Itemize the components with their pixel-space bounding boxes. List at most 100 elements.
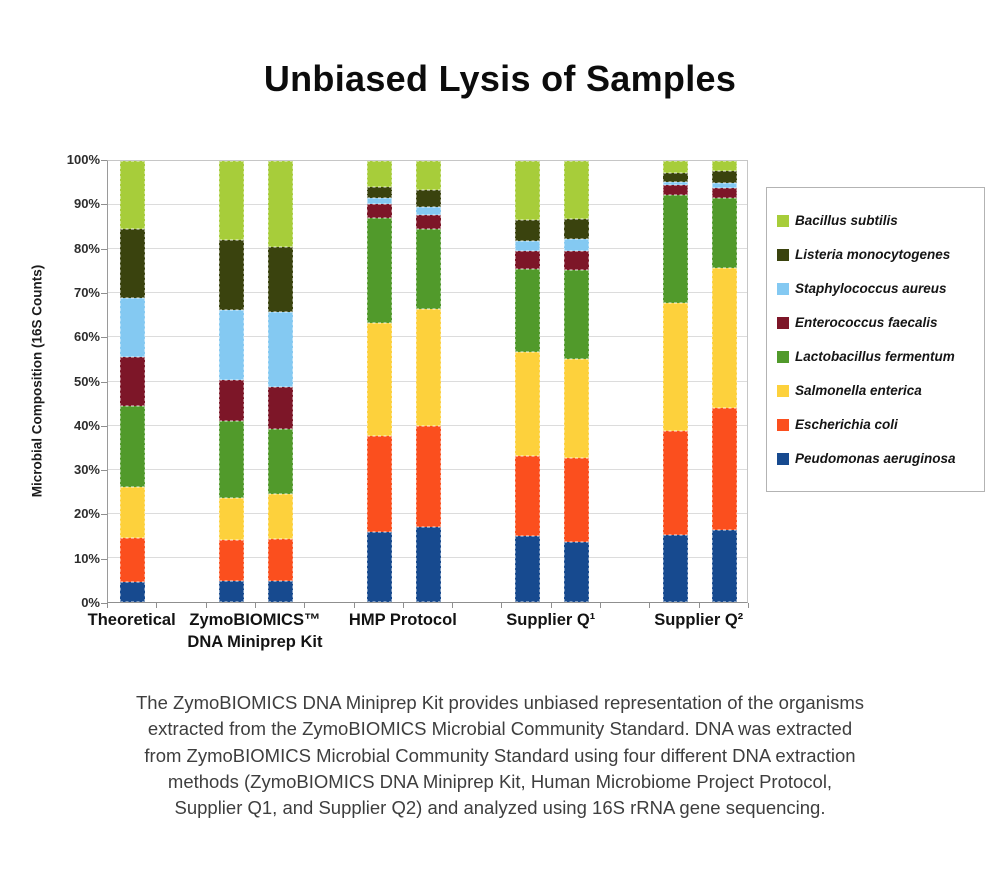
- y-tick-mark: [101, 337, 107, 339]
- y-tick-label: 10%: [73, 550, 100, 566]
- segment-listeria-monocytogenes: [268, 247, 294, 313]
- segment-salmonella-enterica: [711, 267, 737, 408]
- y-tick-label: 80%: [73, 240, 100, 256]
- segment-escherichia-coli: [120, 538, 146, 583]
- y-tick-mark: [101, 558, 107, 560]
- segment-peudomonas-aeruginosa: [514, 536, 540, 602]
- bar-group3-rep2: [563, 161, 589, 602]
- y-tick-label: 0%: [81, 595, 100, 610]
- segment-enterococcus-faecalis: [366, 203, 392, 218]
- segment-listeria-monocytogenes: [120, 229, 146, 298]
- x-tick-mark: [107, 603, 108, 608]
- segment-peudomonas-aeruginosa: [563, 542, 589, 602]
- legend-swatch: [777, 350, 789, 363]
- segment-escherichia-coli: [563, 457, 589, 543]
- y-tick-label: 20%: [73, 506, 100, 522]
- legend-item-enterococcus-faecalis: Enterococcus faecalis: [777, 315, 980, 330]
- legend-swatch: [777, 248, 789, 261]
- y-tick-mark: [101, 204, 107, 206]
- segment-lactobacillus-fermentum: [662, 194, 688, 304]
- bar-group4-rep2: [711, 161, 737, 602]
- segment-escherichia-coli: [268, 538, 294, 582]
- segment-salmonella-enterica: [563, 359, 589, 458]
- segment-staphylococcus-aureus: [662, 181, 688, 185]
- y-tick-label: 90%: [73, 196, 100, 212]
- bar-group0-rep1: [120, 161, 146, 602]
- bar-group1-rep1: [218, 161, 244, 602]
- bar-group1-rep2: [268, 161, 294, 602]
- segment-bacillus-subtilis: [563, 161, 589, 219]
- x-tick-mark: [254, 603, 256, 608]
- legend-item-peudomonas-aeruginosa: Peudomonas aeruginosa: [777, 451, 980, 466]
- x-tick-mark: [156, 603, 158, 608]
- segment-lactobacillus-fermentum: [514, 268, 540, 352]
- y-tick-mark: [101, 514, 107, 516]
- segment-peudomonas-aeruginosa: [711, 530, 737, 602]
- y-tick-label: 70%: [73, 284, 100, 300]
- segment-listeria-monocytogenes: [563, 218, 589, 239]
- x-axis-label-4: Supplier Q²: [654, 611, 744, 629]
- segment-peudomonas-aeruginosa: [662, 534, 688, 602]
- segment-peudomonas-aeruginosa: [416, 527, 441, 602]
- legend-item-lactobacillus-fermentum: Lactobacillus fermentum: [777, 349, 980, 364]
- segment-listeria-monocytogenes: [711, 171, 737, 184]
- segment-peudomonas-aeruginosa: [268, 581, 294, 602]
- bar-group3-rep1: [514, 161, 540, 602]
- bar-group2-rep2: [416, 161, 441, 602]
- segment-staphylococcus-aureus: [514, 240, 540, 251]
- segment-lactobacillus-fermentum: [268, 429, 294, 495]
- segment-bacillus-subtilis: [416, 161, 441, 190]
- segment-enterococcus-faecalis: [268, 386, 294, 430]
- legend-label: Bacillus subtilis: [795, 213, 898, 228]
- segment-escherichia-coli: [662, 430, 688, 535]
- segment-escherichia-coli: [416, 425, 441, 528]
- segment-lactobacillus-fermentum: [120, 405, 146, 488]
- segment-enterococcus-faecalis: [662, 184, 688, 195]
- bar-group2-rep1: [366, 161, 392, 602]
- legend-swatch: [777, 384, 789, 397]
- legend-label: Peudomonas aeruginosa: [795, 451, 956, 466]
- segment-lactobacillus-fermentum: [711, 198, 737, 268]
- segment-enterococcus-faecalis: [218, 380, 244, 422]
- x-tick-mark: [600, 603, 602, 608]
- x-axis-label-0: Theoretical: [87, 611, 176, 629]
- legend-label: Listeria monocytogenes: [795, 247, 951, 262]
- legend-label: Salmonella enterica: [795, 383, 922, 398]
- segment-salmonella-enterica: [120, 487, 146, 539]
- legend-label: Escherichia coli: [795, 417, 898, 432]
- segment-bacillus-subtilis: [268, 161, 294, 247]
- y-tick-mark: [101, 381, 107, 383]
- segment-enterococcus-faecalis: [563, 250, 589, 271]
- segment-listeria-monocytogenes: [514, 219, 540, 241]
- y-tick-mark: [101, 425, 107, 427]
- x-axis-label-3: Supplier Q¹: [506, 611, 596, 629]
- legend-item-escherichia-coli: Escherichia coli: [777, 417, 980, 432]
- segment-escherichia-coli: [514, 456, 540, 537]
- legend-label: Staphylococcus aureus: [795, 281, 947, 296]
- y-tick-label: 100%: [66, 152, 100, 167]
- segment-salmonella-enterica: [366, 323, 392, 436]
- x-axis-label-1: ZymoBIOMICS™ DNA Miniprep Kit: [187, 611, 323, 652]
- x-tick-mark: [698, 603, 700, 608]
- segment-listeria-monocytogenes: [416, 189, 441, 207]
- segment-escherichia-coli: [711, 407, 737, 531]
- chart-title: Unbiased Lysis of Samples: [263, 58, 737, 99]
- segment-bacillus-subtilis: [120, 161, 146, 230]
- x-tick-mark: [748, 603, 749, 608]
- segment-enterococcus-faecalis: [711, 187, 737, 199]
- y-tick-label: 60%: [73, 329, 100, 345]
- x-axis-label-2: HMP Protocol: [348, 611, 457, 629]
- segment-bacillus-subtilis: [218, 161, 244, 241]
- segment-bacillus-subtilis: [711, 161, 737, 172]
- segment-enterococcus-faecalis: [120, 357, 146, 406]
- segment-staphylococcus-aureus: [268, 312, 294, 387]
- x-tick-mark: [649, 603, 651, 608]
- legend-item-staphylococcus-aureus: Staphylococcus aureus: [777, 281, 980, 296]
- segment-salmonella-enterica: [218, 498, 244, 541]
- legend-swatch: [777, 316, 789, 329]
- segment-staphylococcus-aureus: [711, 183, 737, 188]
- legend-swatch: [777, 418, 789, 431]
- x-tick-mark: [205, 603, 207, 608]
- segment-peudomonas-aeruginosa: [366, 532, 392, 602]
